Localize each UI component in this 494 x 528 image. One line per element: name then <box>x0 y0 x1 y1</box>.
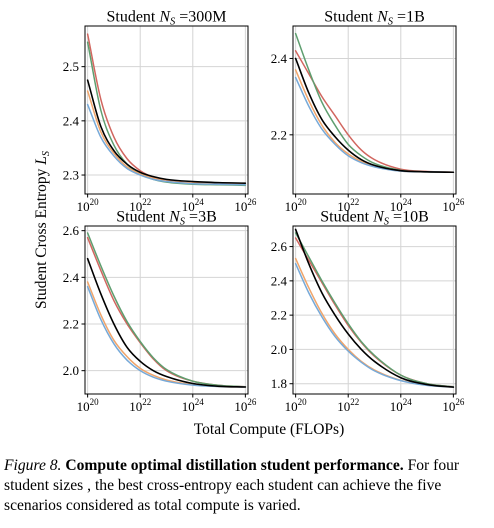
x-tick-label: 1026 <box>442 197 465 214</box>
x-axis-title: Total Compute (FLOPs) <box>194 421 344 438</box>
x-tick-label: 1020 <box>77 397 100 414</box>
y-tick-label: 2.2 <box>271 308 287 323</box>
series-line-3 <box>86 41 247 187</box>
caption-title: Compute optimal distillation student per… <box>65 457 404 474</box>
subplot-grid: 2.3 2.4 2.5 1020 1022 1024 1026 Student NS =300… <box>63 9 465 415</box>
x-tick-label: 1020 <box>77 197 100 214</box>
caption-text: For four student sizes , the best cross-… <box>4 457 460 514</box>
grid <box>85 226 248 394</box>
plot-frame <box>292 225 457 395</box>
y-axis-title-sub: S <box>41 151 52 156</box>
x-tick-label: 1020 <box>285 397 308 414</box>
x-tick-label: 1026 <box>442 397 465 414</box>
series-line-1 <box>86 257 247 388</box>
x-tick-label: 1022 <box>129 397 151 414</box>
grid <box>85 26 248 194</box>
y-tick-label: 2.2 <box>63 317 79 332</box>
x-tick-label: 1026 <box>234 197 257 214</box>
caption-label: Figure 8. <box>4 457 62 474</box>
series-line-1 <box>294 57 455 174</box>
y-axis-title-symbol: L <box>33 156 50 166</box>
subplot-title: Student NS =10B <box>320 209 429 228</box>
subplot-2: 2.2 2.4 1020 1022 1024 1026 Student NS =1B <box>271 9 465 215</box>
x-tick-label: 1024 <box>390 397 413 414</box>
subplot-1: 2.3 2.4 2.5 1020 1022 1024 1026 Student NS =300… <box>63 9 257 215</box>
x-tick-label: 1026 <box>234 397 257 414</box>
series-group <box>86 232 247 388</box>
y-axis-title: Student Cross Entropy LS <box>33 151 52 309</box>
y-tick-label: 2.2 <box>271 127 287 142</box>
series-line-1 <box>86 79 247 184</box>
plot-frame <box>84 225 249 395</box>
y-tick-label: 2.4 <box>63 113 80 128</box>
y-tick-label: 2.4 <box>271 273 288 288</box>
subplot-4: 1.8 2.0 2.2 2.4 2.6 1020 1022 1024 1026 Student N… <box>271 209 465 415</box>
y-tick-label: 2.0 <box>63 363 79 378</box>
subplot-title: Student NS =300M <box>106 9 226 28</box>
y-tick-label: 2.4 <box>271 51 288 66</box>
series-group <box>294 228 455 388</box>
series-line-5 <box>294 262 455 388</box>
figure-canvas: 2.3 2.4 2.5 1020 1022 1024 1026 Student NS =300… <box>33 9 465 439</box>
series-line-2 <box>294 50 455 173</box>
figure-caption: Figure 8. Compute optimal distillation s… <box>4 456 492 516</box>
series-line-3 <box>294 32 455 173</box>
subplot-3: 2.0 2.2 2.4 2.6 1020 1022 1024 1026 Student NS =… <box>63 209 257 415</box>
plot-frame <box>84 25 249 195</box>
x-tick-label: 1022 <box>337 397 359 414</box>
x-tick-label: 1022 <box>129 197 151 214</box>
grid <box>293 226 456 394</box>
series-line-4 <box>294 69 455 173</box>
plot-frame <box>292 25 457 195</box>
series-line-2 <box>86 33 247 186</box>
series-line-2 <box>86 236 247 388</box>
y-axis-title-main: Student Cross Entropy <box>33 165 50 309</box>
series-line-5 <box>86 285 247 388</box>
series-group <box>294 32 455 174</box>
y-tick-label: 2.6 <box>271 239 288 254</box>
subplot-title: Student NS =3B <box>116 209 217 228</box>
x-tick-label: 1020 <box>285 197 308 214</box>
grid <box>293 26 456 194</box>
y-tick-label: 2.4 <box>63 270 80 285</box>
y-tick-label: 2.3 <box>63 168 79 183</box>
series-group <box>86 33 247 187</box>
series-line-3 <box>86 232 247 388</box>
series-line-5 <box>86 103 247 186</box>
y-tick-label: 2.6 <box>63 223 80 238</box>
x-tick-label: 1024 <box>182 397 205 414</box>
subplot-title: Student NS =1B <box>324 9 425 28</box>
x-tick-label: 1024 <box>182 197 205 214</box>
y-tick-label: 1.8 <box>271 376 287 391</box>
series-line-1 <box>294 228 455 388</box>
y-tick-label: 2.0 <box>271 342 287 357</box>
x-tick-label: 1024 <box>390 197 413 214</box>
series-line-4 <box>86 90 247 185</box>
series-line-3 <box>294 232 455 388</box>
x-tick-label: 1022 <box>337 197 359 214</box>
y-tick-label: 2.5 <box>63 59 79 74</box>
